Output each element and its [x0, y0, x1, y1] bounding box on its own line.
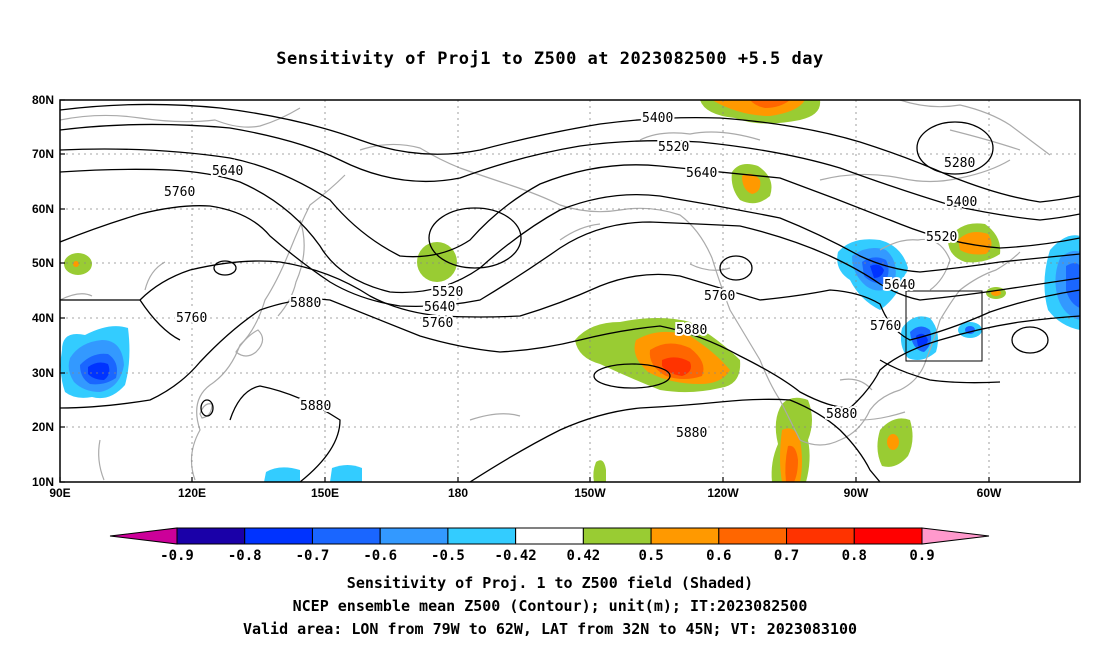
contour-label: 5280: [944, 156, 975, 171]
lat-label: 50N: [32, 256, 54, 270]
colorbar-label: -0.8: [228, 548, 262, 564]
contour-label: 5880: [676, 426, 707, 441]
lon-label: 120W: [707, 486, 739, 500]
colorbar-swatch: [786, 527, 855, 545]
contour-label: 5880: [300, 399, 331, 414]
lon-label: 150E: [311, 486, 339, 500]
lon-label: 90W: [844, 486, 869, 500]
contour-label: 5400: [946, 195, 977, 210]
colorbar-label: 0.6: [706, 548, 731, 564]
coastlines: [60, 100, 1051, 481]
contour-label: 5880: [826, 407, 857, 422]
contour-label: 5760: [164, 185, 195, 200]
colorbar-label: -0.6: [363, 548, 397, 564]
colorbar-swatch: [244, 527, 313, 545]
colorbar-label: 0.7: [774, 548, 799, 564]
lat-label: 10N: [32, 475, 54, 489]
lat-label: 30N: [32, 366, 54, 380]
contour-label: 5640: [686, 166, 717, 181]
longitude-axis: 90E 120E 150E 180 150W 120W 90W 60W: [49, 477, 1002, 500]
colorbar-label: -0.9: [160, 548, 194, 564]
contour-label: 5400: [642, 111, 673, 126]
latitude-axis: 80N 70N 60N 50N 40N 30N 20N 10N: [32, 93, 65, 489]
colorbar-swatch: [176, 527, 246, 545]
colorbar-swatch: [853, 527, 923, 545]
contour-label: 5880: [290, 296, 321, 311]
contour-label: 5520: [432, 285, 463, 300]
contour-label: 5640: [884, 278, 915, 293]
colorbar-label: 0.42: [567, 548, 601, 564]
lat-label: 80N: [32, 93, 54, 107]
lat-label: 20N: [32, 420, 54, 434]
caption-contour: NCEP ensemble mean Z500 (Contour); unit(…: [292, 597, 808, 615]
lon-label: 90E: [49, 486, 70, 500]
colorbar-label: -0.5: [431, 548, 465, 564]
lat-label: 60N: [32, 202, 54, 216]
contour-label: 5880: [676, 323, 707, 338]
lon-label: 150W: [574, 486, 606, 500]
colorbar-right-tip: [921, 527, 990, 545]
contour-label: 5520: [926, 230, 957, 245]
colorbar-label: 0.8: [842, 548, 867, 564]
colorbar-label: 0.9: [909, 548, 934, 564]
map-frame: [59, 99, 1081, 483]
contour-label: 5760: [176, 311, 207, 326]
z500-contours: [60, 103, 1080, 482]
colorbar-label: -0.42: [495, 548, 537, 564]
caption-valid-area: Valid area: LON from 79W to 62W, LAT fro…: [242, 620, 858, 638]
contour-labels: 5400 5520 5640 5760 5280 5400 5520 5640 …: [162, 109, 979, 443]
contour-label: 5640: [424, 300, 455, 315]
caption-shading: Sensitivity of Proj. 1 to Z500 field (Sh…: [346, 574, 754, 592]
map-title: Sensitivity of Proj1 to Z500 at 20230825…: [276, 49, 824, 69]
colorbar-swatch: [718, 527, 788, 545]
colorbar-left-tip: [109, 527, 178, 545]
contour-label: 5520: [658, 140, 689, 155]
lon-label: 60W: [977, 486, 1002, 500]
colorbar-label: 0.5: [638, 548, 663, 564]
colorbar-swatch: [515, 527, 584, 545]
colorbar-swatch: [447, 527, 517, 545]
valid-area-box: [905, 290, 983, 362]
lat-label: 40N: [32, 311, 54, 325]
contour-label: 5760: [422, 316, 453, 331]
contour-label: 5760: [704, 289, 735, 304]
lat-label: 70N: [32, 147, 54, 161]
colorbar-label: -0.7: [296, 548, 330, 564]
colorbar-swatch: [311, 527, 381, 545]
colorbar-swatch: [379, 527, 449, 545]
colorbar: -0.9 -0.8 -0.7 -0.6 -0.5 -0.42 0.42 0.5 0.6 0.7 0.…: [109, 527, 990, 564]
colorbar-swatch: [650, 527, 720, 545]
contour-label: 5760: [870, 319, 901, 334]
contour-label: 5640: [212, 164, 243, 179]
lon-label: 180: [448, 486, 468, 500]
colorbar-swatch: [582, 527, 652, 545]
lon-label: 120E: [178, 486, 206, 500]
